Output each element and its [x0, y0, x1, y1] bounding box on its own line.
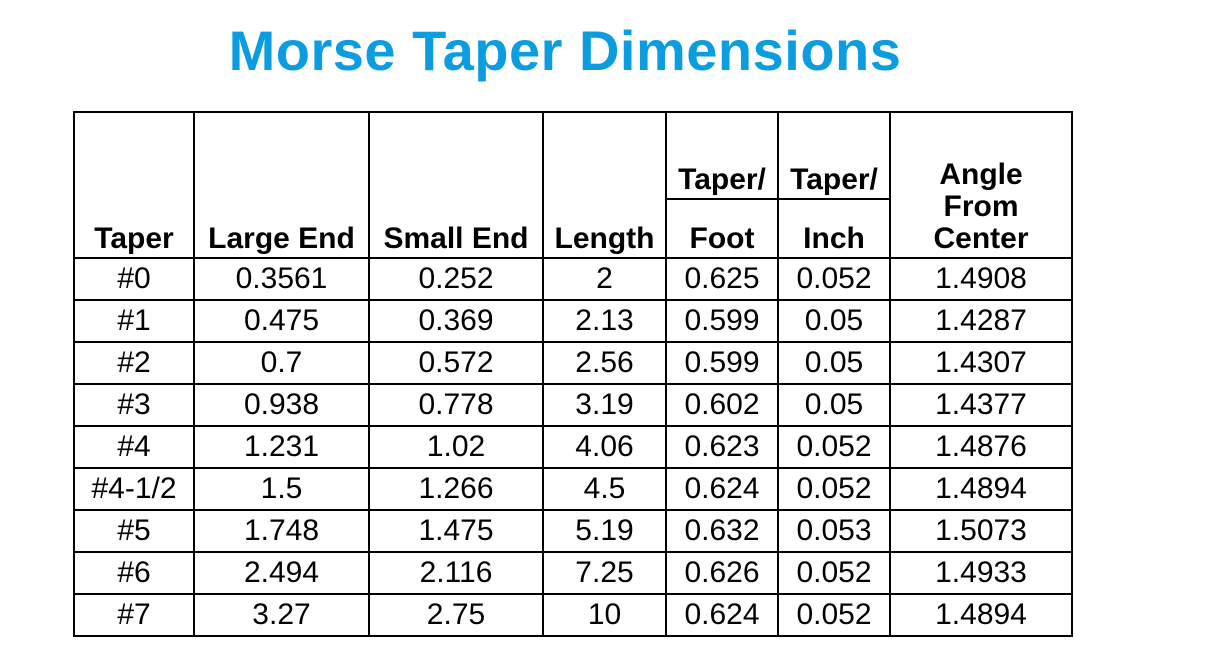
cell-taper: #6: [73, 551, 195, 595]
table-row: #7 3.27 2.75 10 0.624 0.052 1.4894: [73, 593, 1073, 637]
cell-small-end: 2.75: [368, 593, 544, 637]
cell-taper: #5: [73, 509, 195, 553]
cell-taper: #1: [73, 299, 195, 343]
cell-small-end: 0.778: [368, 383, 544, 427]
cell-taper-per-foot: 0.602: [665, 383, 779, 427]
header-angle-from-center: Angle From Center: [889, 111, 1073, 259]
cell-large-end: 1.5: [193, 467, 370, 511]
cell-taper-per-inch: 0.05: [777, 341, 891, 385]
cell-angle-from-center: 1.4933: [889, 551, 1073, 595]
cell-angle-from-center: 1.4377: [889, 383, 1073, 427]
header-taper: Taper: [73, 111, 195, 259]
cell-large-end: 1.231: [193, 425, 370, 469]
header-taper-inch-top: Taper/: [777, 111, 891, 200]
cell-taper-per-foot: 0.623: [665, 425, 779, 469]
cell-length: 3.19: [542, 383, 667, 427]
cell-taper: #0: [73, 257, 195, 301]
cell-large-end: 0.938: [193, 383, 370, 427]
table-row: #1 0.475 0.369 2.13 0.599 0.05 1.4287: [73, 299, 1073, 343]
cell-taper-per-foot: 0.624: [665, 467, 779, 511]
cell-small-end: 0.572: [368, 341, 544, 385]
cell-length: 4.5: [542, 467, 667, 511]
cell-length: 4.06: [542, 425, 667, 469]
cell-large-end: 0.7: [193, 341, 370, 385]
table-row: #3 0.938 0.778 3.19 0.602 0.05 1.4377: [73, 383, 1073, 427]
header-taper-foot-top: Taper/: [665, 111, 779, 200]
cell-taper-per-inch: 0.05: [777, 299, 891, 343]
cell-taper: #4-1/2: [73, 467, 195, 511]
cell-length: 2.13: [542, 299, 667, 343]
cell-taper: #2: [73, 341, 195, 385]
page-title: Morse Taper Dimensions: [228, 19, 902, 82]
table-row: #2 0.7 0.572 2.56 0.599 0.05 1.4307: [73, 341, 1073, 385]
cell-taper-per-foot: 0.624: [665, 593, 779, 637]
cell-taper-per-inch: 0.052: [777, 551, 891, 595]
cell-large-end: 2.494: [193, 551, 370, 595]
cell-angle-from-center: 1.4307: [889, 341, 1073, 385]
cell-large-end: 0.475: [193, 299, 370, 343]
cell-length: 7.25: [542, 551, 667, 595]
header-angle-line2: From: [943, 190, 1019, 223]
cell-large-end: 3.27: [193, 593, 370, 637]
header-length: Length: [542, 111, 667, 259]
cell-taper-per-inch: 0.05: [777, 383, 891, 427]
cell-large-end: 0.3561: [193, 257, 370, 301]
cell-length: 2: [542, 257, 667, 301]
cell-angle-from-center: 1.4876: [889, 425, 1073, 469]
header-angle-line1: Angle: [939, 158, 1023, 191]
table-row: #5 1.748 1.475 5.19 0.632 0.053 1.5073: [73, 509, 1073, 553]
cell-angle-from-center: 1.4287: [889, 299, 1073, 343]
cell-taper-per-foot: 0.625: [665, 257, 779, 301]
cell-taper-per-foot: 0.632: [665, 509, 779, 553]
cell-small-end: 1.475: [368, 509, 544, 553]
header-taper-foot-bottom: Foot: [665, 198, 779, 259]
cell-taper: #4: [73, 425, 195, 469]
table-row: #4 1.231 1.02 4.06 0.623 0.052 1.4876: [73, 425, 1073, 469]
cell-angle-from-center: 1.4894: [889, 467, 1073, 511]
cell-taper-per-inch: 0.052: [777, 467, 891, 511]
cell-taper-per-inch: 0.052: [777, 257, 891, 301]
cell-length: 2.56: [542, 341, 667, 385]
cell-length: 10: [542, 593, 667, 637]
cell-small-end: 2.116: [368, 551, 544, 595]
cell-small-end: 0.369: [368, 299, 544, 343]
cell-small-end: 0.252: [368, 257, 544, 301]
table-row: #0 0.3561 0.252 2 0.625 0.052 1.4908: [73, 257, 1073, 301]
cell-large-end: 1.748: [193, 509, 370, 553]
cell-taper-per-foot: 0.626: [665, 551, 779, 595]
cell-small-end: 1.02: [368, 425, 544, 469]
cell-taper: #7: [73, 593, 195, 637]
header-large-end: Large End: [193, 111, 370, 259]
cell-angle-from-center: 1.4908: [889, 257, 1073, 301]
cell-taper-per-inch: 0.053: [777, 509, 891, 553]
cell-angle-from-center: 1.5073: [889, 509, 1073, 553]
cell-taper-per-inch: 0.052: [777, 425, 891, 469]
cell-taper-per-inch: 0.052: [777, 593, 891, 637]
morse-taper-table: Taper Large End Small End Length Taper/ …: [73, 111, 1073, 637]
table-row: #4-1/2 1.5 1.266 4.5 0.624 0.052 1.4894: [73, 467, 1073, 511]
cell-taper: #3: [73, 383, 195, 427]
header-angle-line3: Center: [933, 222, 1029, 255]
cell-taper-per-foot: 0.599: [665, 341, 779, 385]
cell-length: 5.19: [542, 509, 667, 553]
cell-taper-per-foot: 0.599: [665, 299, 779, 343]
cell-small-end: 1.266: [368, 467, 544, 511]
table-row: #6 2.494 2.116 7.25 0.626 0.052 1.4933: [73, 551, 1073, 595]
header-taper-inch-bottom: Inch: [777, 198, 891, 259]
cell-angle-from-center: 1.4894: [889, 593, 1073, 637]
header-small-end: Small End: [368, 111, 544, 259]
